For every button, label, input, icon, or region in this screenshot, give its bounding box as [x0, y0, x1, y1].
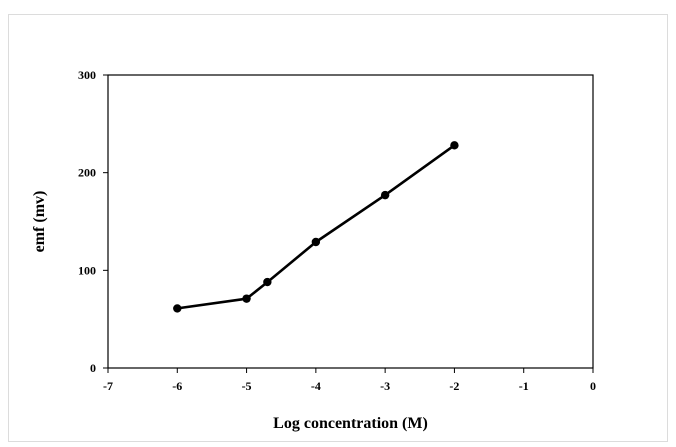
plot-border — [107, 74, 594, 369]
data-point — [242, 294, 251, 303]
x-tick-label: -4 — [311, 379, 321, 393]
data-point — [173, 304, 182, 313]
data-point — [311, 237, 321, 247]
x-tick-label: -6 — [172, 379, 182, 393]
y-axis-title: emf (mv) — [31, 191, 48, 253]
series-layer — [173, 141, 459, 313]
y-tick-label: 300 — [78, 68, 96, 82]
y-tick-label: 200 — [78, 166, 96, 180]
x-axis: -7 -6 -5 -4 -3 -2 -1 0 — [103, 368, 596, 393]
x-tick-label: 0 — [590, 379, 596, 393]
x-tick-label: -3 — [380, 379, 390, 393]
data-point — [263, 277, 272, 287]
x-tick-label: -7 — [103, 379, 113, 393]
x-tick-label: -2 — [449, 379, 459, 393]
y-tick-label: 100 — [78, 263, 96, 277]
x-axis-title: Log concentration (M) — [273, 415, 428, 432]
y-tick-label: 0 — [90, 361, 96, 375]
plot-area — [107, 74, 594, 369]
series-line — [177, 144, 456, 310]
y-axis: 0 100 200 300 — [78, 68, 108, 375]
x-tick-label: -1 — [519, 379, 529, 393]
data-point — [450, 141, 459, 150]
data-point — [380, 190, 390, 200]
x-tick-label: -5 — [242, 379, 252, 393]
